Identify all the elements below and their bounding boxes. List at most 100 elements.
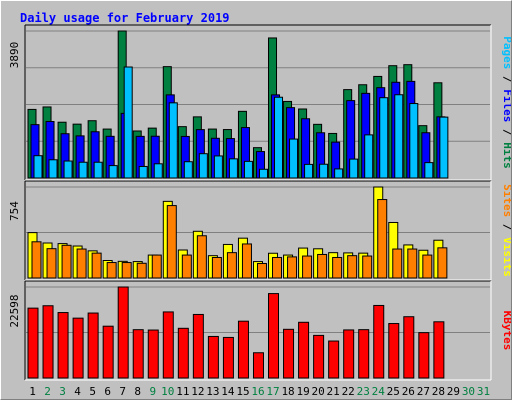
bar-kbytes-day-15 — [237, 320, 249, 379]
bar-kbytes-day-4 — [72, 317, 84, 379]
bar-sites-day-19 — [302, 255, 313, 279]
x-tick-label-day-2: 2 — [44, 385, 51, 398]
x-tick-label-day-24: 24 — [372, 385, 386, 398]
bar-sites-day-28 — [437, 247, 448, 279]
bar-kbytes-day-8 — [132, 329, 144, 379]
chart-panels: 3890 Pages / Files / Hits 754 Sites / Visit… — [8, 24, 511, 381]
bar-pages-day-10 — [168, 102, 178, 179]
x-tick-label-day-17: 17 — [266, 385, 279, 398]
bar-pages-day-16 — [258, 168, 268, 179]
x-tick-label-day-28: 28 — [432, 385, 445, 398]
x-tick-label-day-23: 23 — [357, 385, 370, 398]
bar-pages-day-11 — [183, 161, 193, 179]
x-tick-label-day-19: 19 — [296, 385, 309, 398]
bar-pages-day-12 — [198, 153, 208, 179]
bar-pages-day-21 — [334, 168, 344, 179]
bar-pages-day-7 — [123, 66, 133, 179]
bar-pages-day-26 — [409, 103, 419, 179]
x-tick-label-day-30: 30 — [462, 385, 475, 398]
bar-sites-day-22 — [347, 255, 358, 279]
bar-kbytes-day-20 — [313, 334, 325, 379]
bar-sites-day-4 — [76, 248, 87, 279]
legend-kbytes: KBytes — [501, 311, 511, 351]
x-tick-label-day-21: 21 — [327, 385, 340, 398]
panel-legend-label: KBytes — [501, 311, 511, 351]
bar-pages-day-8 — [138, 165, 148, 179]
legend-separator: / — [501, 122, 511, 142]
bar-kbytes-day-28 — [433, 321, 445, 379]
bar-pages-day-14 — [228, 158, 238, 179]
legend-hits: Hits — [501, 142, 511, 169]
x-tick-label-day-7: 7 — [119, 385, 126, 398]
bar-pages-day-17 — [274, 96, 284, 179]
bar-sites-day-10 — [166, 205, 177, 279]
bar-kbytes-day-11 — [177, 327, 189, 379]
bar-sites-day-2 — [46, 248, 57, 279]
bar-pages-day-1 — [33, 155, 43, 179]
panel-legend-label: Pages / Files / Hits — [501, 36, 511, 169]
bar-pages-day-18 — [289, 138, 299, 179]
x-tick-label-day-8: 8 — [134, 385, 141, 398]
bar-pages-day-3 — [63, 160, 73, 179]
x-tick-label-day-18: 18 — [281, 385, 294, 398]
bar-kbytes-day-13 — [207, 335, 219, 379]
bar-kbytes-day-22 — [343, 329, 355, 379]
bar-sites-day-8 — [136, 262, 147, 279]
bar-kbytes-day-23 — [358, 329, 370, 379]
bar-sites-day-21 — [332, 256, 343, 279]
bar-pages-day-19 — [304, 163, 314, 179]
legend-pages: Pages — [501, 36, 511, 69]
x-tick-label-day-26: 26 — [402, 385, 415, 398]
x-tick-label-day-25: 25 — [387, 385, 400, 398]
bar-kbytes-day-2 — [42, 305, 54, 379]
bar-sites-day-24 — [377, 199, 388, 279]
bar-sites-day-9 — [151, 254, 162, 279]
x-tick-label-day-5: 5 — [89, 385, 96, 398]
bar-kbytes-day-10 — [162, 311, 174, 379]
bar-pages-day-23 — [364, 134, 374, 179]
bar-kbytes-day-17 — [268, 293, 280, 379]
bar-pages-day-25 — [394, 94, 404, 179]
bar-pages-day-9 — [153, 163, 163, 179]
bar-sites-day-27 — [422, 254, 433, 279]
bar-kbytes-day-6 — [102, 325, 114, 379]
bar-pages-day-28 — [439, 116, 449, 179]
bar-kbytes-day-5 — [87, 312, 99, 379]
legend-visits: Visits — [501, 237, 511, 277]
bar-pages-day-6 — [108, 165, 118, 179]
bar-sites-day-3 — [61, 244, 72, 279]
x-tick-label-day-12: 12 — [191, 385, 204, 398]
bar-pages-day-13 — [213, 155, 223, 179]
x-tick-label-day-29: 29 — [447, 385, 460, 398]
x-tick-label-day-16: 16 — [251, 385, 264, 398]
bar-sites-day-14 — [226, 252, 237, 279]
bar-pages-day-2 — [48, 159, 58, 179]
bar-kbytes-day-7 — [117, 286, 129, 379]
x-tick-label-day-11: 11 — [176, 385, 189, 398]
bar-kbytes-day-24 — [373, 304, 385, 379]
bar-kbytes-day-27 — [418, 332, 430, 379]
chart-title: Daily usage for February 2019 — [20, 11, 230, 25]
bar-pages-day-20 — [319, 163, 329, 179]
legend-separator: / — [501, 69, 511, 89]
bar-kbytes-day-26 — [403, 316, 415, 379]
bar-kbytes-day-21 — [328, 340, 340, 379]
bar-sites-day-25 — [392, 248, 403, 279]
bar-pages-day-22 — [349, 158, 359, 179]
bar-sites-day-5 — [91, 252, 102, 279]
x-tick-label-day-22: 22 — [342, 385, 355, 398]
y-max-label: 3890 — [8, 42, 21, 69]
bar-sites-day-12 — [196, 235, 207, 279]
bar-sites-day-6 — [106, 262, 117, 279]
x-tick-label-day-10: 10 — [161, 385, 174, 398]
bar-pages-day-24 — [379, 97, 389, 179]
bar-pages-day-27 — [424, 162, 434, 179]
x-tick-label-day-14: 14 — [221, 385, 235, 398]
x-axis-labels: 1 2 3 4 5 6 7 8 9 10 11 12 13 14 15 16 17 18 19 20 21 22 23 24 2… — [29, 385, 490, 398]
bar-sites-day-13 — [211, 256, 222, 279]
bar-pages-day-4 — [78, 161, 88, 179]
x-tick-label-day-15: 15 — [236, 385, 249, 398]
bar-kbytes-day-16 — [252, 352, 264, 379]
